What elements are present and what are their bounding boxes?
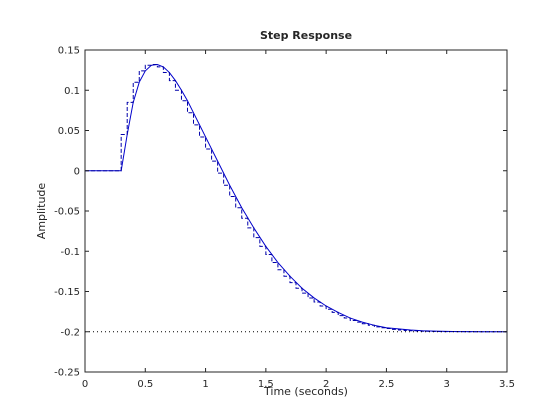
y-tick-label: 0.15 (58, 46, 80, 57)
x-axis-label: Time (seconds) (263, 385, 348, 398)
series-layer (85, 63, 507, 333)
x-tick-label: 1 (202, 379, 208, 390)
chart-title: Step Response (260, 29, 352, 42)
x-tick-label: 3 (444, 379, 450, 390)
y-axis-ticks: -0.25 -0.2 -0.15 -0.1 -0.05 0 0.05 0.1 0.15 (54, 46, 507, 379)
y-axis-label: Amplitude (35, 183, 48, 240)
y-tick-label: -0.2 (60, 327, 80, 338)
discrete-step-response-line (85, 63, 507, 333)
y-tick-label: 0 (74, 166, 80, 177)
plot-area (85, 50, 507, 372)
x-tick-label: 3.5 (499, 379, 515, 390)
x-tick-label: 2.5 (378, 379, 394, 390)
x-tick-label: 0.5 (137, 379, 153, 390)
y-tick-label: 0.1 (64, 86, 80, 97)
y-tick-label: -0.05 (54, 207, 80, 218)
y-tick-label: -0.25 (54, 368, 80, 379)
x-tick-label: 0 (82, 379, 88, 390)
y-tick-label: -0.1 (60, 247, 80, 258)
y-tick-label: 0.05 (58, 126, 80, 137)
x-tick-label: 1.5 (258, 379, 274, 390)
x-axis-ticks: 0 0.5 1 1.5 2 2.5 3 3.5 (82, 50, 515, 390)
x-tick-label: 2 (323, 379, 329, 390)
y-tick-label: -0.15 (54, 287, 80, 298)
